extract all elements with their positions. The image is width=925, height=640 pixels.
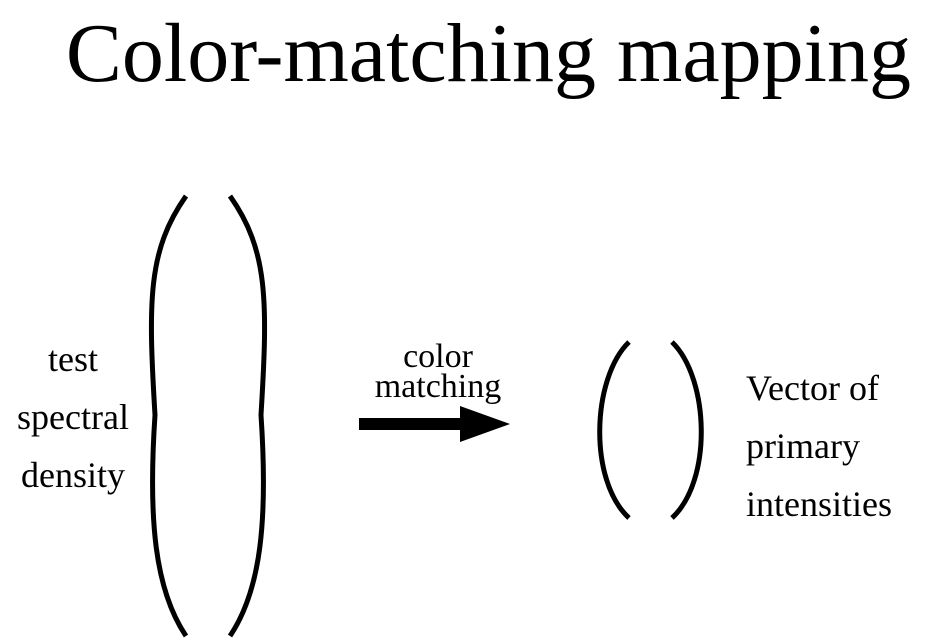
mapping-label: color matching	[355, 338, 521, 405]
input-label-line-2: spectral	[17, 397, 129, 437]
short-vector-left-bracket	[597, 340, 631, 520]
diagram-title: Color-matching mapping	[65, 7, 911, 100]
output-label-line-1: Vector of	[746, 368, 879, 408]
short-vector-right-bracket	[670, 340, 704, 520]
output-label: Vector of primary intensities	[746, 359, 892, 533]
mapping-arrow	[359, 406, 510, 442]
tall-vector-right-bracket	[227, 194, 268, 638]
input-label: test spectral density	[8, 330, 138, 504]
tall-vector-left-bracket	[148, 194, 189, 638]
input-label-line-3: density	[21, 455, 125, 495]
output-label-line-3: intensities	[746, 484, 892, 524]
mapping-label-line-2: matching	[374, 368, 502, 405]
mapping-label-line-1: color	[403, 338, 473, 375]
input-label-line-1: test	[48, 339, 98, 379]
output-label-line-2: primary	[746, 426, 860, 466]
